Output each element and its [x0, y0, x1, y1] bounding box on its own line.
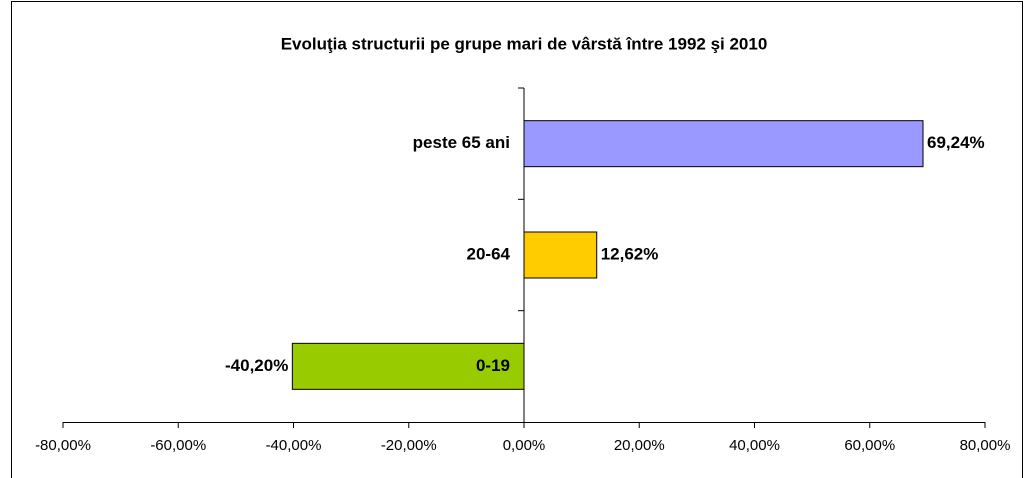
x-tick-label: 20,00%	[614, 437, 665, 454]
x-tick-label: 60,00%	[844, 437, 895, 454]
category-label: 20-64	[467, 244, 511, 263]
category-label: 0-19	[476, 356, 510, 375]
data-label: 12,62%	[601, 244, 659, 263]
bar	[291, 342, 525, 390]
x-tick-label: -40,00%	[266, 437, 322, 454]
chart-title: Evoluţia structurii pe grupe mari de vâr…	[281, 34, 768, 53]
x-tick-label: 40,00%	[729, 437, 780, 454]
bar	[523, 120, 924, 168]
x-tick-label: -80,00%	[35, 437, 91, 454]
x-tick-label: -60,00%	[150, 437, 206, 454]
chart-frame	[11, 1, 1023, 478]
x-tick-label: 80,00%	[960, 437, 1011, 454]
data-label: 69,24%	[927, 133, 985, 152]
x-tick-label: -20,00%	[381, 437, 437, 454]
bar	[523, 231, 598, 279]
x-tick-label: 0,00%	[503, 437, 546, 454]
category-label: peste 65 ani	[413, 133, 510, 152]
data-label: -40,20%	[225, 356, 288, 375]
